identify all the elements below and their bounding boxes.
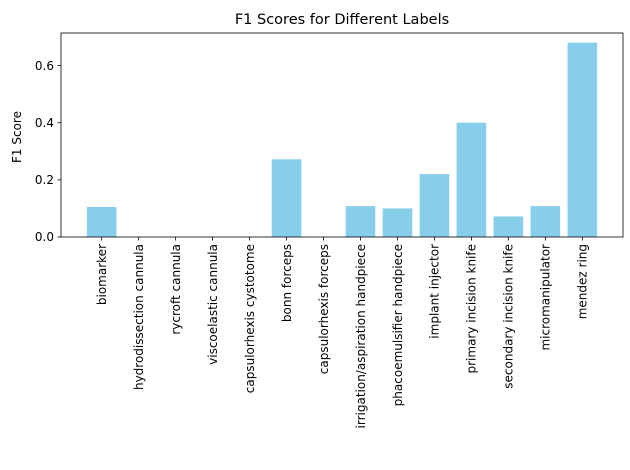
- bar: [567, 42, 598, 238]
- bar: [419, 174, 450, 237]
- x-tick-label: implant injector: [428, 244, 442, 339]
- bar: [382, 208, 413, 237]
- y-tick-label: 0.2: [35, 173, 54, 187]
- y-tick-label: 0.4: [35, 116, 54, 130]
- x-tick-label: irrigation/aspiration handpiece: [354, 244, 368, 428]
- x-tick-label: capsulorhexis forceps: [317, 244, 331, 374]
- bar: [530, 206, 561, 237]
- plot-area-frame: [60, 32, 624, 238]
- bars-group: [86, 42, 598, 238]
- y-axis-label: F1 Score: [10, 111, 24, 163]
- bar: [271, 159, 302, 237]
- y-axis-ticks: 0.0 0.2 0.4 0.6: [35, 59, 61, 244]
- x-tick-label: hydrodissection cannula: [132, 244, 146, 390]
- bar: [493, 216, 524, 237]
- x-tick-label: micromanipulator: [539, 244, 553, 351]
- x-tick-label: biomarker: [95, 244, 109, 305]
- bar: [86, 207, 117, 237]
- bar: [456, 122, 487, 237]
- y-tick-label: 0.0: [35, 230, 54, 244]
- x-axis-ticks: biomarker hydrodissection cannula rycroft …: [95, 237, 590, 428]
- x-tick-label: viscoelastic cannula: [206, 244, 220, 365]
- chart-title: F1 Scores for Different Labels: [235, 12, 449, 28]
- x-tick-label: secondary incision knife: [502, 244, 516, 389]
- x-tick-label: rycroft cannula: [169, 244, 183, 335]
- x-tick-label: mendez ring: [576, 244, 590, 319]
- x-tick-label: primary incision knife: [465, 244, 479, 374]
- x-tick-label: bonn forceps: [280, 244, 294, 322]
- x-tick-label: phacoemulsifier handpiece: [391, 244, 405, 406]
- bar: [345, 206, 376, 237]
- y-tick-label: 0.6: [35, 59, 54, 73]
- x-tick-label: capsulorhexis cystotome: [243, 244, 257, 393]
